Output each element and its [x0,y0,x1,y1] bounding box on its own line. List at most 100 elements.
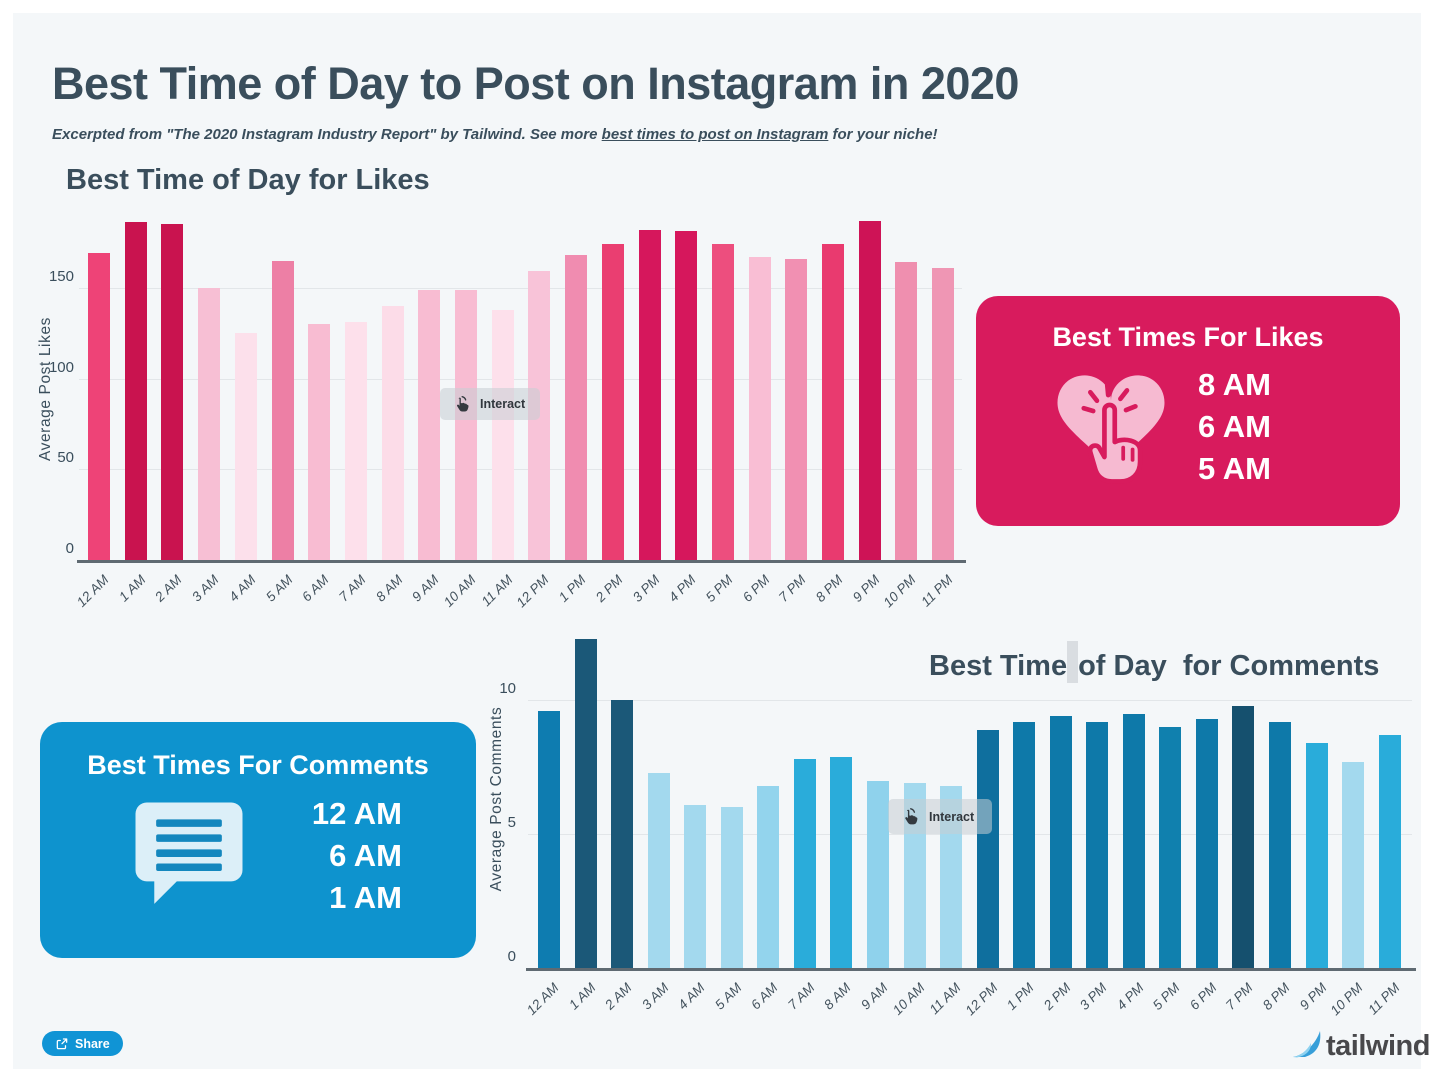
gridline-50 [79,469,962,471]
comments-bar-9-am[interactable] [866,780,889,968]
likes-bar-9-am[interactable] [418,289,441,560]
y-tick-label-5: 5 [507,814,516,832]
comments-bar-10-pm[interactable] [1342,761,1365,968]
likes-bar-6-pm[interactable] [748,256,771,560]
likes-bar-11-pm[interactable] [932,267,955,560]
likes-bar-9-pm[interactable] [858,220,881,560]
heart-tap-icon [1057,375,1165,484]
likes-time-1: 8 AM [1198,367,1271,402]
brand-name: tailwind [1326,1030,1430,1062]
likes-bar-4-pm[interactable] [675,231,698,560]
comments-bar-1-am[interactable] [574,638,597,968]
likes-bar-10-pm[interactable] [895,262,918,560]
likes-bar-1-pm[interactable] [565,255,588,560]
likes-bar-2-am[interactable] [161,224,184,560]
tap-hand-icon [456,396,469,412]
comments-bar-5-pm[interactable] [1159,727,1182,968]
likes-bar-5-pm[interactable] [711,244,734,560]
subtitle-suffix: for your niche! [828,126,938,143]
comments-bar-4-am[interactable] [684,804,707,968]
likes-bar-12-am[interactable] [88,253,110,560]
comments-bar-4-pm[interactable] [1122,713,1145,968]
comments-time-3: 1 AM [329,880,402,915]
gridline-150 [79,287,962,289]
comments-title-part1: Best Time [929,650,1068,682]
likes-bar-8-pm[interactable] [822,244,844,560]
interact-label: Interact [929,809,975,824]
comments-chart-title: Best Time of Day for Comments [929,641,1379,683]
best-times-likes-box: Best Times For Likes 8 AM 6 AM 5 AM [976,296,1400,526]
subtitle-text: Excerpted from "The 2020 Instagram Indus… [52,126,602,143]
likes-bar-6-am[interactable] [308,324,331,560]
likes-time-2: 6 AM [1198,409,1271,444]
y-tick-label-100: 100 [48,358,74,376]
share-icon [56,1037,68,1049]
comments-bar-3-pm[interactable] [1086,721,1109,968]
comments-bar-12-pm[interactable] [976,729,999,968]
comment-bubble-icon [135,802,243,904]
comments-time-2: 6 AM [329,838,402,873]
subtitle-link[interactable]: best times to post on Instagram [601,126,829,143]
likes-bar-5-am[interactable] [271,260,294,560]
comments-time-1: 12 AM [311,796,402,831]
comments-bar-1-pm[interactable] [1013,721,1036,968]
best-times-comments-box: Best Times For Comments 12 AM 6 AM 1 AM [40,722,476,958]
comments-bar-11-pm[interactable] [1378,735,1401,968]
comments-bar-8-am[interactable] [830,756,853,968]
comments-bar-6-pm[interactable] [1195,719,1218,968]
comments-box-title: Best Times For Comments [87,750,429,780]
subtitle: Excerpted from "The 2020 Instagram Indus… [52,126,938,143]
likes-box-title: Best Times For Likes [1052,322,1324,352]
comments-interact-button[interactable]: Interact [888,799,992,834]
tailwind-sail-icon [1293,1031,1321,1058]
likes-interact-button[interactable]: Interact [440,388,540,420]
comments-bar-2-pm[interactable] [1049,716,1072,968]
gridline-10 [528,700,1412,702]
likes-bar-7-am[interactable] [344,322,367,560]
text-cursor-artifact [1067,641,1079,683]
gridline-100 [79,378,962,380]
likes-bar-2-pm[interactable] [601,244,624,560]
y-tick-label-50: 50 [57,449,74,467]
likes-y-axis-title: Average Post Likes [37,316,54,462]
comments-bar-3-am[interactable] [647,772,670,968]
likes-times-list: 8 AM 6 AM 5 AM [1198,364,1271,490]
x-axis-line [77,560,966,563]
comments-title-part2: of Day for Comments [1078,650,1380,682]
comments-bar-9-pm[interactable] [1305,743,1328,968]
likes-bar-4-am[interactable] [234,333,257,560]
likes-bar-1-am[interactable] [124,222,147,560]
y-tick-label-0: 0 [65,540,74,557]
likes-time-3: 5 AM [1198,451,1271,486]
comments-times-list: 12 AM 6 AM 1 AM [280,793,402,919]
comments-bar-6-am[interactable] [757,786,780,968]
comments-y-axis-title: Average Post Comments [488,706,505,892]
likes-chart-title: Best Time of Day for Likes [66,164,430,196]
comments-bar-8-pm[interactable] [1269,721,1291,968]
x-axis-line [526,968,1416,971]
comments-bar-12-am[interactable] [538,711,560,968]
likes-bar-8-am[interactable] [381,305,404,560]
tailwind-logo[interactable]: tailwind [1290,1028,1430,1062]
comments-bar-7-am[interactable] [793,759,816,968]
share-button[interactable]: Share [42,1031,123,1056]
interact-label: Interact [480,397,526,411]
comments-bar-5-am[interactable] [720,807,743,968]
page-title: Best Time of Day to Post on Instagram in… [52,58,1019,109]
comments-bar-7-pm[interactable] [1232,705,1255,968]
likes-bar-11-am[interactable] [491,309,514,560]
comments-bar-2-am[interactable] [611,700,634,968]
likes-bar-10-am[interactable] [455,289,477,560]
share-label: Share [75,1036,110,1051]
gridline-5 [528,834,1412,836]
y-tick-label-10: 10 [499,680,516,698]
tap-hand-icon [905,808,918,825]
y-tick-label-150: 150 [48,267,74,285]
likes-bar-7-pm[interactable] [785,258,808,560]
likes-bar-3-am[interactable] [198,287,221,560]
likes-bar-3-pm[interactable] [638,229,661,560]
y-tick-label-0: 0 [507,948,516,965]
